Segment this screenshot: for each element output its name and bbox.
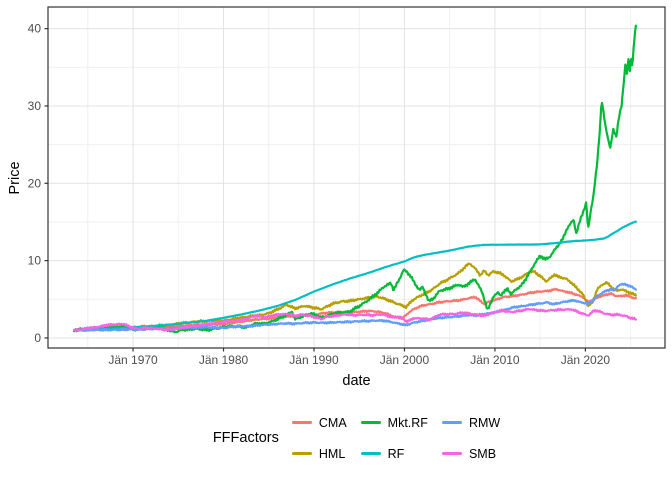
legend-label-hml: HML [318, 446, 346, 461]
series-line-cma [73, 287, 638, 333]
legend-key-line-cma [291, 421, 312, 424]
legend-label-rf: RF [387, 446, 405, 461]
legend-entry-rf: RF [360, 446, 428, 461]
x-tick-label: Jän 2020 [561, 353, 611, 367]
plot-panel [48, 7, 665, 348]
y-tick-label: 20 [28, 176, 42, 190]
legend-label-cma: CMA [318, 415, 347, 430]
y-tick-label: 0 [34, 331, 41, 345]
legend-key-line-smb [441, 452, 462, 455]
legend-label-rmw: RMW [468, 415, 501, 430]
legend: FFFactors CMA HML Mkt.RF RF RMW [41, 406, 672, 470]
x-tick-label: Jän 1970 [108, 353, 158, 367]
legend-entry-cma: CMA [291, 415, 347, 430]
legend-title: FFFactors [212, 430, 279, 446]
x-axis-title: date [342, 373, 371, 389]
legend-entries: CMA HML Mkt.RF RF RMW SMB [291, 407, 501, 469]
y-tick-label: 40 [28, 22, 42, 36]
legend-key-line-mktrf [360, 421, 381, 424]
legend-label-mktrf: Mkt.RF [387, 415, 428, 430]
series-lines [73, 24, 638, 334]
legend-entry-rmw: RMW [441, 415, 501, 430]
legend-key-line-rf [360, 452, 381, 455]
x-tick-label: Jän 2000 [380, 353, 430, 367]
series-line-rf [73, 220, 638, 332]
legend-entry-hml: HML [291, 446, 347, 461]
y-axis-title: Price [7, 161, 23, 195]
legend-entry-smb: SMB [441, 446, 500, 461]
panel-border [47, 6, 666, 349]
y-tick-label: 30 [28, 99, 42, 113]
legend-entry-mktrf: Mkt.RF [360, 415, 428, 430]
legend-key-line-rmw [441, 421, 462, 424]
series-line-smb [73, 307, 638, 332]
x-tick-label: Jän 1990 [289, 353, 339, 367]
x-tick-label: Jän 1980 [199, 353, 249, 367]
legend-label-smb: SMB [468, 446, 497, 461]
y-tick-label: 10 [28, 254, 42, 268]
x-tick-label: Jän 2010 [470, 353, 520, 367]
legend-key-line-hml [291, 452, 312, 455]
